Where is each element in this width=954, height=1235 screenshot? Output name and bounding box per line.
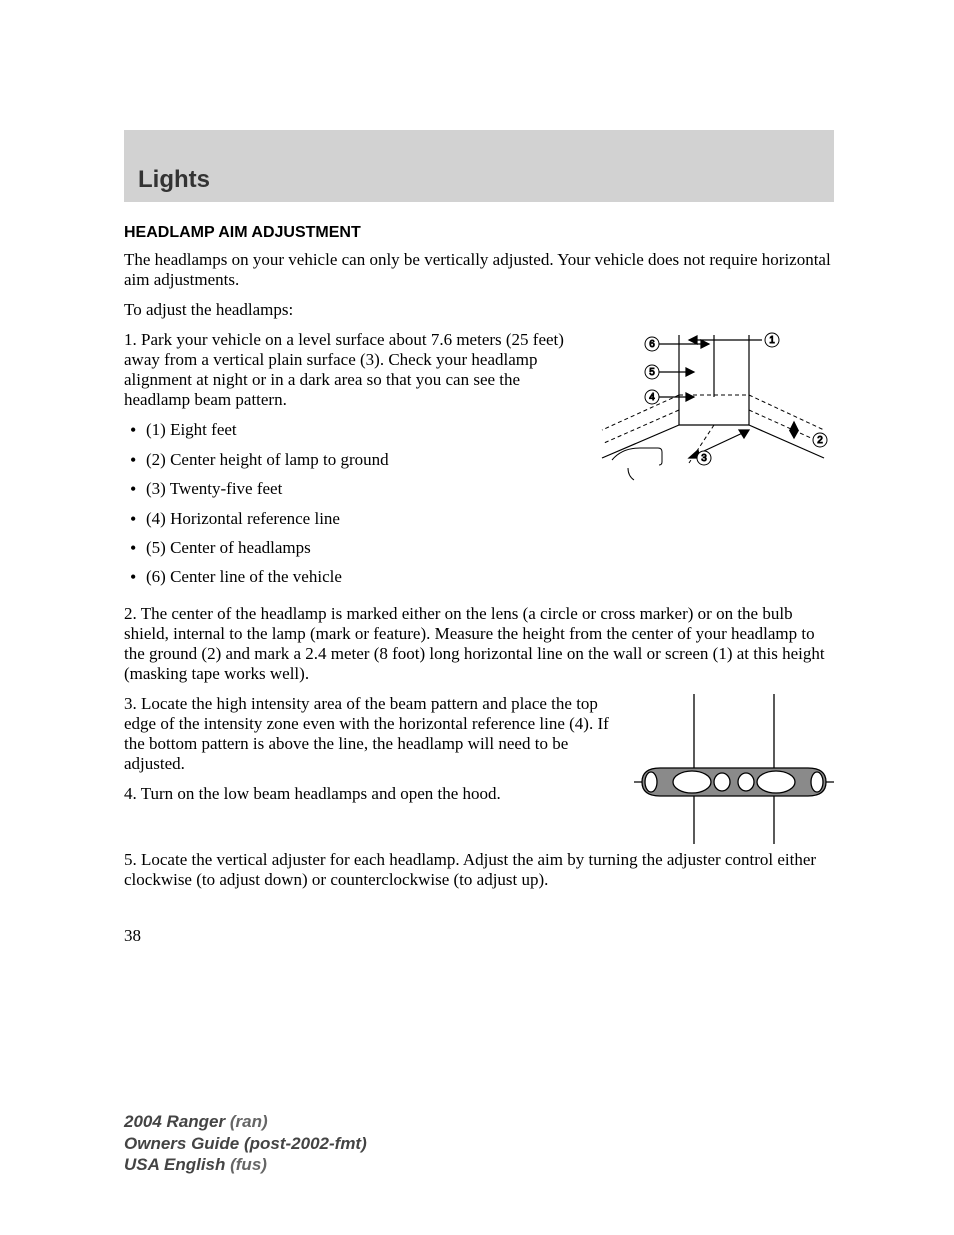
- step5-text: 5. Locate the vertical adjuster for each…: [124, 850, 834, 890]
- intro-paragraph: The headlamps on your vehicle can only b…: [124, 250, 834, 290]
- headlamp-aim-diagram: 1 2 3 4 5 6: [594, 330, 834, 490]
- diagram1-label-3: 3: [701, 453, 707, 464]
- diagram1-label-2: 2: [817, 435, 823, 446]
- page-number: 38: [124, 926, 834, 946]
- beam-pattern-diagram: [634, 694, 834, 844]
- step2-text: 2. The center of the headlamp is marked …: [124, 604, 834, 684]
- step1-row: 1. Park your vehicle on a level surface …: [124, 330, 834, 598]
- lead-paragraph: To adjust the headlamps:: [124, 300, 834, 320]
- footer-block: 2004 Ranger (ran) Owners Guide (post-200…: [124, 1111, 367, 1175]
- list-item: (2) Center height of lamp to ground: [124, 450, 576, 470]
- step1-text-col: 1. Park your vehicle on a level surface …: [124, 330, 576, 598]
- diagram1-label-4: 4: [649, 392, 655, 403]
- list-item: (6) Center line of the vehicle: [124, 567, 576, 587]
- diagram2-container: [634, 694, 834, 844]
- list-item: (3) Twenty-five feet: [124, 479, 576, 499]
- footer-line-2: Owners Guide (post-2002-fmt): [124, 1133, 367, 1154]
- section-header-bar: Lights: [124, 130, 834, 202]
- list-item: (1) Eight feet: [124, 420, 576, 440]
- step4-text: 4. Turn on the low beam headlamps and op…: [124, 784, 616, 804]
- subsection-heading: HEADLAMP AIM ADJUSTMENT: [124, 224, 834, 242]
- step3-text-col: 3. Locate the high intensity area of the…: [124, 694, 616, 844]
- step3-row: 3. Locate the high intensity area of the…: [124, 694, 834, 844]
- diagram1-label-1: 1: [769, 335, 775, 346]
- footer-line-1: 2004 Ranger (ran): [124, 1111, 367, 1132]
- list-item: (4) Horizontal reference line: [124, 509, 576, 529]
- footer-code-1: (ran): [225, 1112, 268, 1131]
- page: Lights HEADLAMP AIM ADJUSTMENT The headl…: [0, 0, 954, 1235]
- diagram1-label-6: 6: [649, 339, 655, 350]
- footer-line-3: USA English (fus): [124, 1154, 367, 1175]
- footer-code-3: (fus): [225, 1155, 267, 1174]
- step1-text: 1. Park your vehicle on a level surface …: [124, 330, 576, 410]
- footer-lang: USA English: [124, 1155, 225, 1174]
- list-item: (5) Center of headlamps: [124, 538, 576, 558]
- bullet-list: (1) Eight feet (2) Center height of lamp…: [124, 420, 576, 587]
- diagram1-container: 1 2 3 4 5 6: [594, 330, 834, 598]
- footer-vehicle: 2004 Ranger: [124, 1112, 225, 1131]
- diagram1-label-5: 5: [649, 367, 655, 378]
- section-title: Lights: [138, 166, 210, 194]
- step3-text: 3. Locate the high intensity area of the…: [124, 694, 616, 774]
